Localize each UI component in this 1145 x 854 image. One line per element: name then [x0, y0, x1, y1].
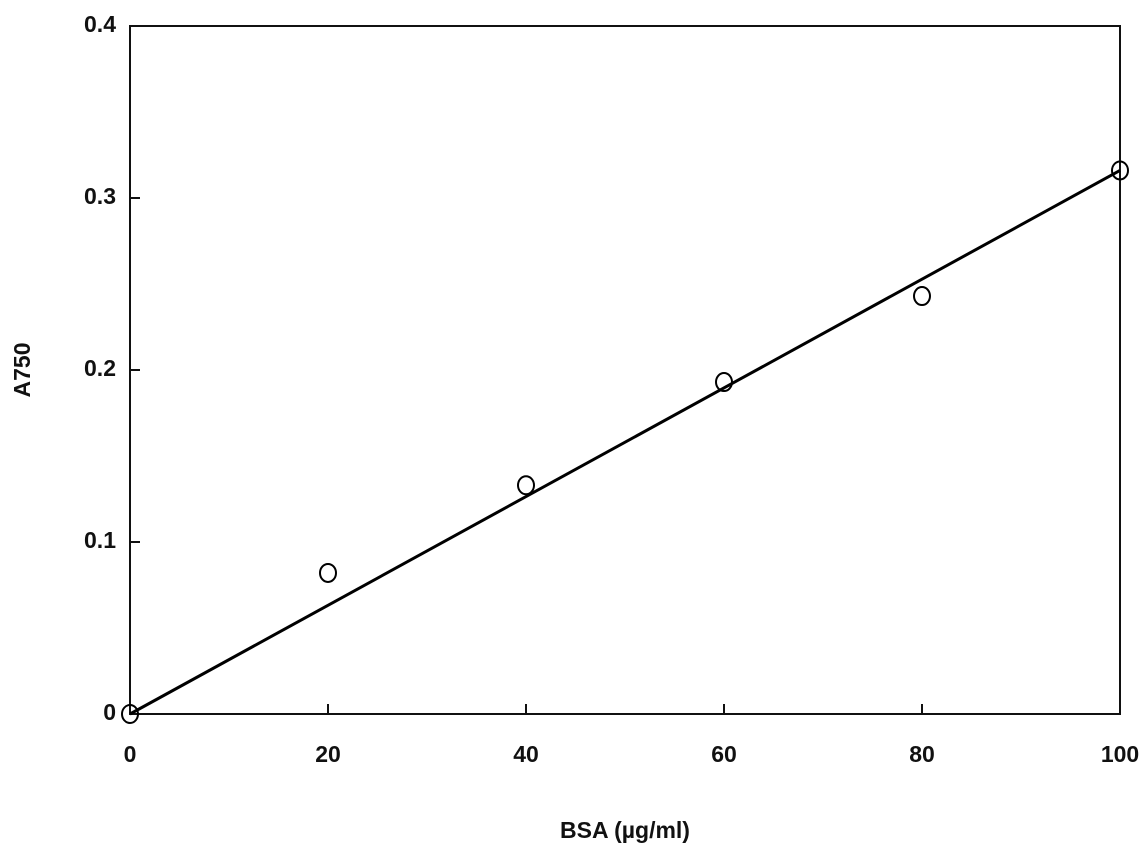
chart: BSA (µg/ml) A750 0 0.1 0.2 0.3 0.4 0 20 40 60 80 1… [0, 0, 1145, 854]
x-tick-label: 100 [1101, 741, 1139, 767]
y-tick-label: 0.1 [84, 527, 116, 553]
x-axis-label: BSA (µg/ml) [560, 817, 690, 843]
x-tick-label: 0 [124, 741, 137, 767]
y-tick-label: 0.3 [84, 183, 116, 209]
data-point [518, 476, 534, 494]
x-tick-label: 20 [315, 741, 341, 767]
data-point [914, 287, 930, 305]
x-tick-label: 60 [711, 741, 737, 767]
y-axis-label: A750 [9, 343, 35, 398]
x-tick-label: 80 [909, 741, 935, 767]
y-tick-label: 0.4 [84, 11, 116, 37]
data-point [320, 564, 336, 582]
y-tick-label: 0 [103, 699, 116, 725]
x-tick-label: 40 [513, 741, 539, 767]
y-tick-label: 0.2 [84, 355, 116, 381]
plot-frame [130, 26, 1120, 714]
fit-line [130, 170, 1120, 714]
